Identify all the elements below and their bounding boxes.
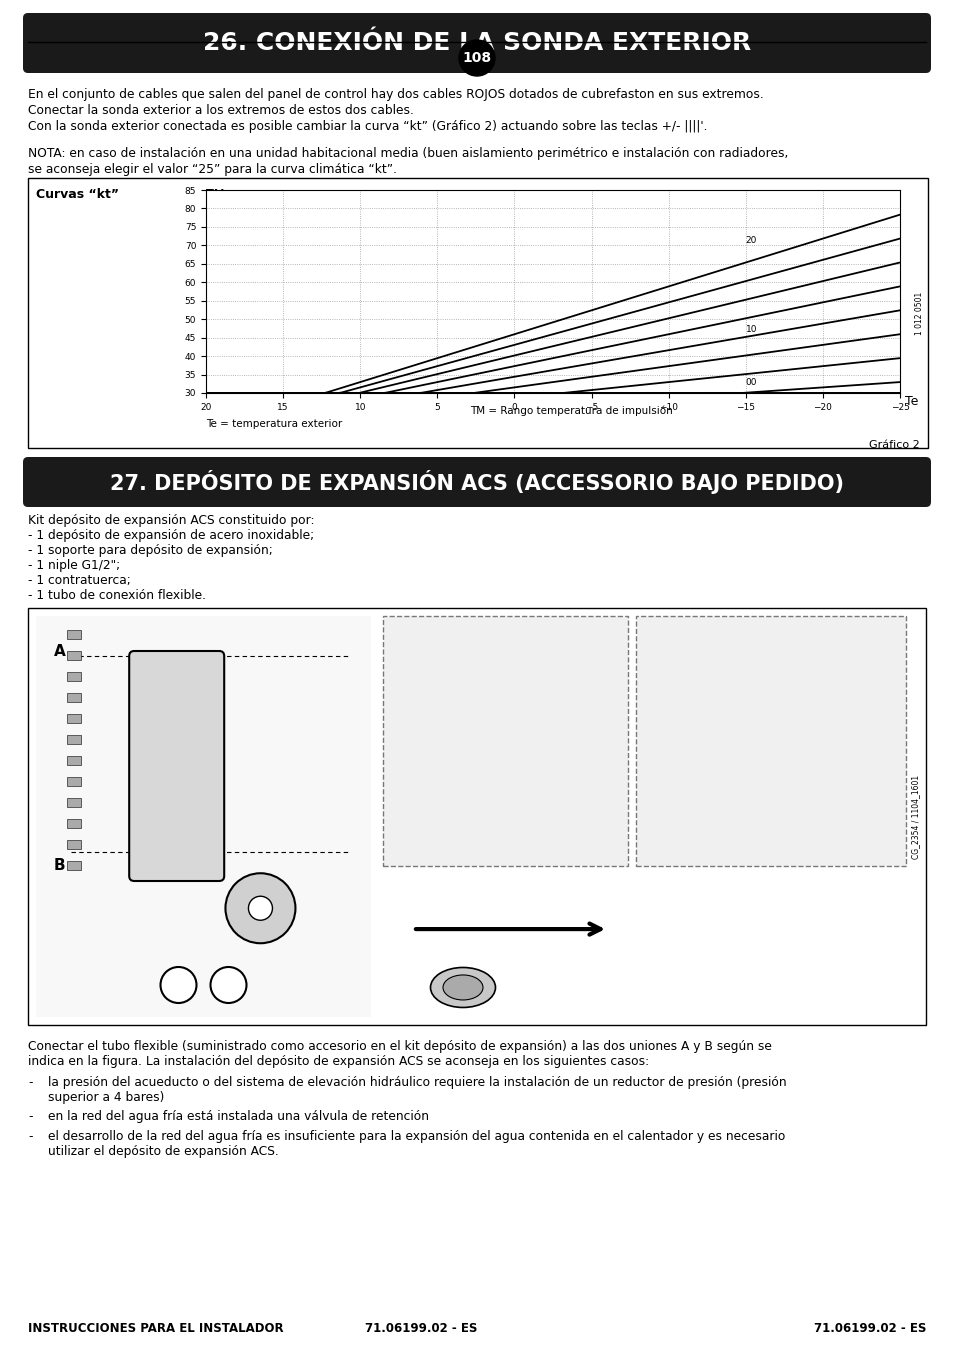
Text: - 1 soporte para depósito de expansión;: - 1 soporte para depósito de expansión; — [28, 544, 273, 558]
Bar — [67, 714, 81, 724]
Bar — [67, 798, 81, 807]
Text: Con la sonda exterior conectada es posible cambiar la curva “kt” (Gráfico 2) act: Con la sonda exterior conectada es posib… — [28, 120, 707, 134]
Bar — [67, 756, 81, 765]
Text: 10: 10 — [745, 325, 757, 333]
Text: 1 012 0501: 1 012 0501 — [915, 292, 923, 335]
Text: -: - — [28, 1110, 32, 1123]
Bar — [67, 840, 81, 849]
Text: se aconseja elegir el valor “25” para la curva climática “kt”.: se aconseja elegir el valor “25” para la… — [28, 163, 396, 176]
Text: - 1 niple G1/2";: - 1 niple G1/2"; — [28, 559, 120, 572]
Text: 71.06199.02 - ES: 71.06199.02 - ES — [813, 1322, 925, 1335]
Text: INSTRUCCIONES PARA EL INSTALADOR: INSTRUCCIONES PARA EL INSTALADOR — [28, 1322, 283, 1335]
Bar — [67, 630, 81, 639]
Bar — [67, 693, 81, 702]
Text: B: B — [54, 857, 66, 872]
Text: 108: 108 — [462, 51, 491, 65]
FancyBboxPatch shape — [28, 608, 925, 1025]
Ellipse shape — [430, 968, 495, 1007]
Circle shape — [160, 967, 196, 1003]
Bar — [67, 778, 81, 786]
Text: - 1 tubo de conexión flexible.: - 1 tubo de conexión flexible. — [28, 589, 206, 602]
Text: 27. DEPÓSITO DE EXPANSIÓN ACS (ACCESSORIO BAJO PEDIDO): 27. DEPÓSITO DE EXPANSIÓN ACS (ACCESSORI… — [110, 470, 843, 494]
FancyBboxPatch shape — [23, 14, 930, 73]
Text: En el conjunto de cables que salen del panel de control hay dos cables ROJOS dot: En el conjunto de cables que salen del p… — [28, 88, 763, 101]
Ellipse shape — [442, 975, 482, 1000]
Bar — [67, 672, 81, 680]
Text: Conectar el tubo flexible (suministrado como accesorio en el kit depósito de exp: Conectar el tubo flexible (suministrado … — [28, 1040, 771, 1053]
Circle shape — [248, 896, 273, 921]
Circle shape — [225, 873, 295, 944]
Text: Te = temperatura exterior: Te = temperatura exterior — [206, 418, 342, 429]
Text: TM: TM — [206, 188, 224, 201]
Text: TM = Rango temperatura de impulsión: TM = Rango temperatura de impulsión — [469, 405, 672, 416]
Text: CG_2354 / 1104_1601: CG_2354 / 1104_1601 — [910, 775, 920, 859]
Bar — [67, 734, 81, 744]
Text: Curvas “kt”: Curvas “kt” — [36, 188, 119, 201]
Text: Gráfico 2: Gráfico 2 — [868, 440, 919, 450]
Bar — [67, 819, 81, 828]
Text: A: A — [54, 644, 66, 659]
Bar — [67, 651, 81, 660]
Text: Kit depósito de expansión ACS constituido por:: Kit depósito de expansión ACS constituid… — [28, 514, 314, 526]
Text: - 1 depósito de expansión de acero inoxidable;: - 1 depósito de expansión de acero inoxi… — [28, 529, 314, 541]
Circle shape — [458, 40, 495, 76]
Text: Te: Te — [904, 396, 918, 408]
Bar — [67, 861, 81, 869]
Text: superior a 4 bares): superior a 4 bares) — [48, 1091, 164, 1104]
Text: - 1 contratuerca;: - 1 contratuerca; — [28, 574, 131, 587]
Text: NOTA: en caso de instalación en una unidad habitacional media (buen aislamiento : NOTA: en caso de instalación en una unid… — [28, 147, 787, 161]
Text: -: - — [28, 1076, 32, 1089]
FancyBboxPatch shape — [129, 651, 224, 882]
Circle shape — [211, 967, 246, 1003]
Bar — [382, 616, 627, 865]
Bar — [36, 616, 371, 1017]
Text: 00: 00 — [745, 378, 757, 387]
Bar — [636, 616, 905, 865]
Text: 26. CONEXIÓN DE LA SONDA EXTERIOR: 26. CONEXIÓN DE LA SONDA EXTERIOR — [203, 31, 750, 55]
Text: la presión del acueducto o del sistema de elevación hidráulico requiere la insta: la presión del acueducto o del sistema d… — [48, 1076, 786, 1089]
Text: 20: 20 — [745, 236, 757, 246]
Text: 71.06199.02 - ES: 71.06199.02 - ES — [364, 1322, 476, 1335]
Text: utilizar el depósito de expansión ACS.: utilizar el depósito de expansión ACS. — [48, 1145, 278, 1158]
FancyBboxPatch shape — [23, 458, 930, 508]
Text: Conectar la sonda exterior a los extremos de estos dos cables.: Conectar la sonda exterior a los extremo… — [28, 104, 414, 117]
FancyBboxPatch shape — [28, 178, 927, 448]
Text: el desarrollo de la red del agua fría es insuficiente para la expansión del agua: el desarrollo de la red del agua fría es… — [48, 1130, 784, 1143]
Text: indica en la figura. La instalación del depósito de expansión ACS se aconseja en: indica en la figura. La instalación del … — [28, 1054, 648, 1068]
Text: -: - — [28, 1130, 32, 1143]
Text: en la red del agua fría está instalada una válvula de retención: en la red del agua fría está instalada u… — [48, 1110, 429, 1123]
